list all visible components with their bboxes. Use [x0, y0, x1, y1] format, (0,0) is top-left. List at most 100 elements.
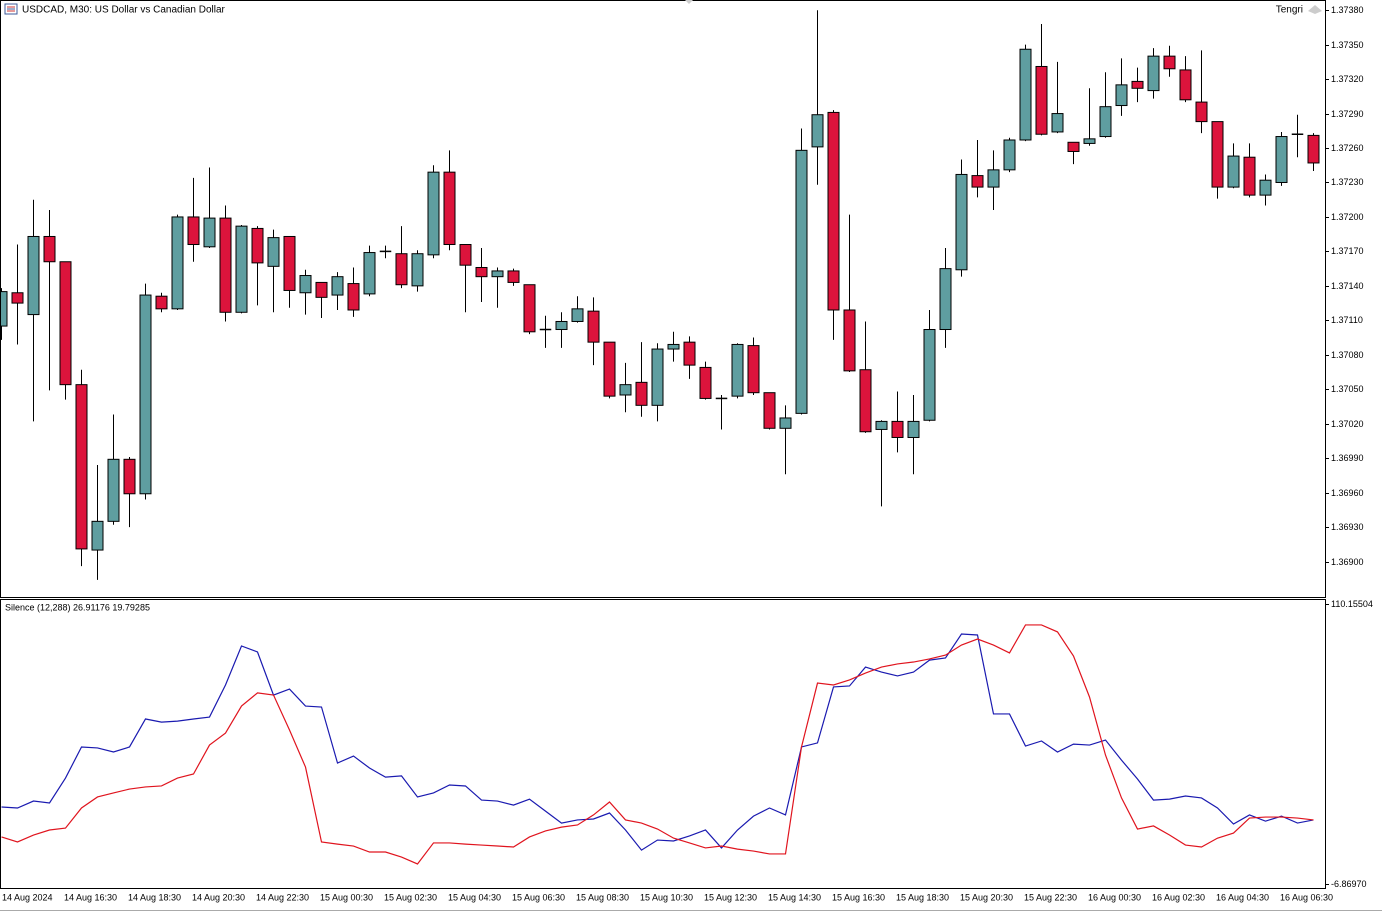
candle-body [123, 458, 136, 495]
y-tick-label: 1.36900 [1331, 557, 1364, 567]
candle-body [667, 343, 680, 350]
candle-body [987, 169, 1000, 188]
x-tick-label: 14 Aug 18:30 [128, 892, 181, 902]
candle-body [923, 329, 936, 421]
y-tick-label: 1.37320 [1331, 74, 1364, 84]
y-tick-label: 110.15504 [1331, 599, 1373, 609]
candle-body [1195, 101, 1208, 123]
x-tick-label: 16 Aug 04:30 [1216, 892, 1269, 902]
x-tick-label: 15 Aug 18:30 [896, 892, 949, 902]
y-tick-label: 1.36930 [1331, 522, 1364, 532]
candle-body [1291, 133, 1304, 135]
candle-body [315, 281, 328, 298]
candle-body [219, 217, 232, 313]
x-tick-label: 14 Aug 2024 [2, 892, 53, 902]
y-tick-label: -6.86970 [1331, 879, 1367, 889]
x-tick-label: 15 Aug 08:30 [576, 892, 629, 902]
candle-body [1163, 55, 1176, 70]
candle-body [187, 216, 200, 246]
candle-body [1147, 55, 1160, 92]
indicator-title: Silence (12,288) 26.91176 19.79285 [5, 602, 150, 612]
y-tick-label: 1.37290 [1331, 109, 1364, 119]
signal-provider: Tengri [1276, 5, 1303, 16]
candle-body [523, 284, 536, 333]
y-tick-label: 1.37200 [1331, 212, 1364, 222]
candle-body [651, 348, 664, 406]
x-tick-label: 15 Aug 16:30 [832, 892, 885, 902]
candle-body [1211, 121, 1224, 188]
candle-body [59, 261, 72, 386]
candle-body [763, 392, 776, 429]
candle-body [731, 343, 744, 397]
candle-body [1019, 48, 1032, 141]
candle-body [203, 217, 216, 248]
y-tick-label: 1.37170 [1331, 246, 1364, 256]
candle-body [363, 252, 376, 295]
y-tick-label: 1.37260 [1331, 143, 1364, 153]
candle-body [1083, 138, 1096, 144]
x-tick-label: 14 Aug 22:30 [256, 892, 309, 902]
candle-body [1067, 141, 1080, 152]
indicator-line [1, 633, 1314, 851]
candle-body [491, 270, 504, 278]
candle-body [155, 295, 168, 310]
candle-body [1051, 113, 1064, 133]
candle-body [11, 292, 24, 304]
y-tick-label: 1.36990 [1331, 453, 1364, 463]
x-tick-label: 15 Aug 06:30 [512, 892, 565, 902]
candle-body [683, 341, 696, 366]
candle-body [1243, 156, 1256, 196]
candle-body [427, 171, 440, 256]
x-tick-label: 15 Aug 22:30 [1024, 892, 1077, 902]
candle-body [299, 275, 312, 294]
candle-body [283, 235, 296, 291]
candle-body [1307, 134, 1320, 164]
candle-body [635, 381, 648, 406]
y-tick-label: 1.37110 [1331, 315, 1363, 325]
candle-body [971, 175, 984, 188]
x-tick-label: 15 Aug 14:30 [768, 892, 821, 902]
candle-body [75, 384, 88, 550]
candle-body [795, 149, 808, 414]
x-tick-label: 15 Aug 04:30 [448, 892, 501, 902]
candle-body [91, 520, 104, 551]
x-tick-label: 15 Aug 20:30 [960, 892, 1013, 902]
x-tick-label: 14 Aug 16:30 [64, 892, 117, 902]
x-tick-label: 15 Aug 00:30 [320, 892, 373, 902]
provider-icon [1308, 5, 1322, 14]
candle-body [827, 111, 840, 311]
x-tick-label: 16 Aug 00:30 [1088, 892, 1141, 902]
candle-body [139, 294, 152, 495]
candle-body [715, 397, 728, 400]
candle-body [587, 310, 600, 343]
candle-body [955, 173, 968, 271]
candle-body [811, 114, 824, 148]
candle-body [1275, 136, 1288, 183]
candle-body [1259, 179, 1272, 196]
candle-body [747, 345, 760, 394]
scroll-marker [685, 0, 693, 4]
y-tick-label: 1.37080 [1331, 350, 1364, 360]
indicator-lines [1, 624, 1314, 865]
candle-body [1131, 80, 1144, 89]
candle-body [555, 320, 568, 331]
candle-body [395, 253, 408, 286]
x-tick-label: 16 Aug 02:30 [1152, 892, 1205, 902]
candle-body [875, 420, 888, 430]
candle-body [1, 291, 8, 327]
candle-body [107, 458, 120, 522]
x-tick-label: 15 Aug 12:30 [704, 892, 757, 902]
candle-body [1115, 84, 1128, 107]
symbol-icon [4, 3, 18, 15]
candle-body [331, 276, 344, 296]
indicator-panel [0, 599, 1326, 889]
candle-body [171, 216, 184, 310]
x-tick-label: 15 Aug 02:30 [384, 892, 437, 902]
y-tick-label: 1.37020 [1331, 419, 1364, 429]
candle-body [843, 309, 856, 372]
chart-title: USDCAD, M30: US Dollar vs Canadian Dolla… [22, 5, 226, 16]
y-tick-label: 1.37350 [1331, 40, 1364, 50]
candle-body [443, 171, 456, 246]
